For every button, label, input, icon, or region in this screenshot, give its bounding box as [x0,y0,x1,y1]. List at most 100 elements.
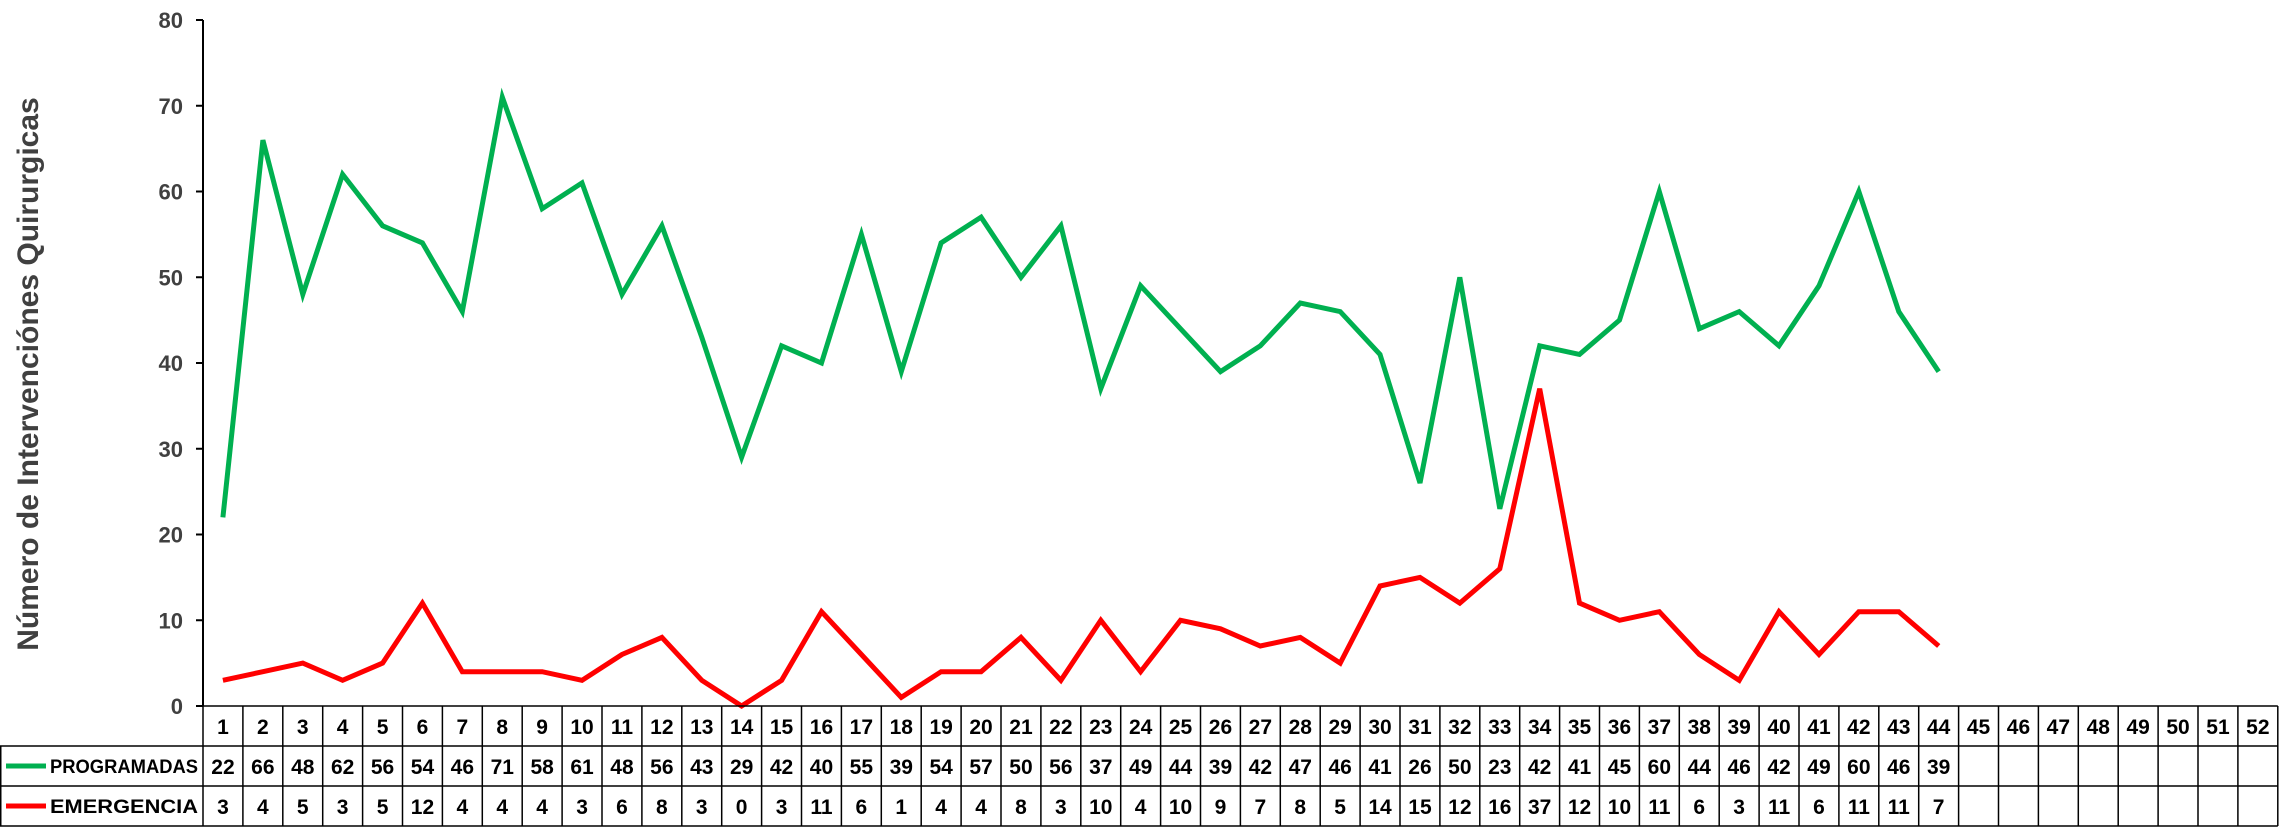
x-tick-label: 51 [2206,716,2230,739]
data-label: 46 [1887,756,1910,779]
x-tick-label: 1 [217,716,229,739]
y-tick-label: 40 [159,351,183,376]
x-tick-label: 30 [1368,716,1391,739]
data-label: 1 [895,796,907,819]
data-label: 5 [377,796,389,819]
data-label: 48 [610,756,634,779]
x-tick-label: 37 [1648,716,1671,739]
x-tick-label: 21 [1009,716,1033,739]
data-label: 56 [371,756,394,779]
data-label: 15 [1408,796,1432,819]
data-label: 8 [1015,796,1027,819]
data-label: 39 [890,756,913,779]
data-label: 7 [1255,796,1267,819]
data-label: 44 [1688,756,1712,779]
data-label: 40 [810,756,833,779]
data-label: 3 [217,796,229,819]
y-axis-label: Número de Intervenciónes Quirurgicas [12,97,45,651]
data-label: 12 [1568,796,1591,819]
x-tick-label: 49 [2126,716,2149,739]
data-label: 14 [1368,796,1392,819]
x-tick-label: 46 [2007,716,2030,739]
x-tick-label: 2 [257,716,269,739]
data-label: 41 [1568,756,1592,779]
x-tick-label: 38 [1688,716,1712,739]
x-tick-label: 4 [337,716,349,739]
data-label: 42 [1528,756,1551,779]
x-tick-label: 40 [1767,716,1790,739]
data-label: 4 [257,796,269,819]
data-label: 8 [1294,796,1306,819]
y-tick-label: 60 [159,180,183,205]
data-label: 6 [616,796,628,819]
x-tick-label: 3 [297,716,309,739]
data-label: 4 [1135,796,1147,819]
data-label: 29 [730,756,753,779]
x-tick-label: 33 [1488,716,1511,739]
x-tick-label: 44 [1927,716,1951,739]
y-tick-label: 70 [159,94,183,119]
x-tick-label: 23 [1089,716,1112,739]
x-tick-label: 13 [690,716,713,739]
data-label: 4 [975,796,987,819]
data-label: 9 [1215,796,1227,819]
x-tick-label: 48 [2087,716,2111,739]
y-tick-label: 10 [159,608,183,633]
x-tick-label: 32 [1448,716,1471,739]
y-tick-label: 20 [159,523,183,548]
data-label: 10 [1089,796,1112,819]
data-label: 3 [337,796,349,819]
x-tick-label: 27 [1249,716,1272,739]
data-label: 12 [1448,796,1471,819]
x-tick-label: 16 [810,716,833,739]
data-label: 11 [1648,796,1671,819]
x-tick-label: 11 [611,716,634,739]
data-label: 43 [690,756,713,779]
x-tick-label: 18 [890,716,914,739]
data-label: 46 [1727,756,1750,779]
x-tick-label: 20 [969,716,992,739]
data-label: 41 [1368,756,1392,779]
x-tick-label: 12 [650,716,673,739]
data-label: 45 [1608,756,1632,779]
x-tick-label: 10 [570,716,593,739]
data-label: 10 [1169,796,1192,819]
data-label: 54 [929,756,953,779]
x-tick-label: 47 [2047,716,2070,739]
data-label: 26 [1408,756,1431,779]
data-label: 60 [1648,756,1671,779]
data-label: 46 [451,756,474,779]
data-label: 3 [1055,796,1067,819]
y-tick-label: 80 [159,8,183,33]
data-label: 66 [251,756,274,779]
data-label: 58 [530,756,554,779]
data-label: 12 [411,796,434,819]
x-tick-label: 52 [2246,716,2269,739]
data-label: 22 [211,756,234,779]
legend-label-emergencia: EMERGENCIA [50,797,198,818]
data-label: 54 [411,756,435,779]
x-tick-label: 45 [1967,716,1991,739]
data-label: 61 [570,756,594,779]
data-label: 3 [1733,796,1745,819]
x-tick-label: 24 [1129,716,1153,739]
x-tick-label: 17 [850,716,873,739]
data-label: 57 [969,756,992,779]
data-label: 39 [1927,756,1950,779]
data-label: 48 [291,756,315,779]
x-tick-label: 28 [1289,716,1313,739]
data-label: 6 [856,796,868,819]
x-tick-label: 43 [1887,716,1910,739]
x-tick-label: 31 [1408,716,1432,739]
y-axis: 0 10 20 30 40 50 60 70 80 [159,8,204,719]
x-tick-label: 19 [929,716,952,739]
x-tick-label: 8 [496,716,508,739]
x-tick-label: 5 [377,716,389,739]
y-tick-label: 0 [171,694,183,719]
x-tick-label: 14 [730,716,754,739]
data-label: 42 [1767,756,1790,779]
data-label: 47 [1289,756,1312,779]
x-tick-label: 26 [1209,716,1232,739]
